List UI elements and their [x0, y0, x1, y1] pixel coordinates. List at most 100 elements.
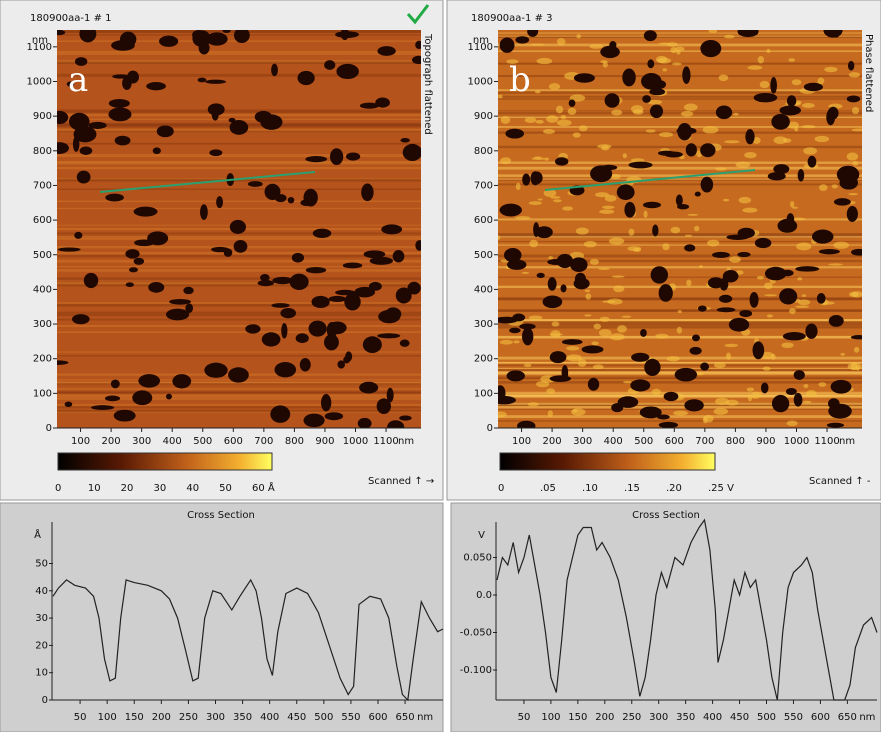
dark-domain	[630, 379, 651, 392]
scan-streak	[498, 259, 862, 263]
bright-spot	[846, 152, 859, 161]
bright-spot	[747, 394, 753, 402]
bright-spot	[747, 65, 763, 70]
dark-domain	[773, 164, 790, 174]
dark-domain	[233, 239, 248, 253]
x-tick-label: 550	[784, 712, 803, 723]
scan-streak	[498, 285, 862, 289]
scanned-label: Scanned ↑ →	[368, 476, 434, 487]
scan-streak	[498, 110, 862, 112]
bright-spot	[548, 83, 561, 90]
scan-streak	[498, 408, 862, 410]
dark-domain	[125, 282, 134, 288]
dark-domain	[624, 201, 636, 218]
dark-domain	[828, 403, 852, 419]
dark-domain	[359, 381, 379, 394]
x-tick-label: 700	[254, 436, 273, 447]
dark-domain	[132, 390, 153, 406]
dark-domain	[74, 231, 83, 239]
bright-spot	[521, 271, 530, 274]
bright-spot	[608, 237, 625, 245]
scan-streak	[57, 73, 421, 77]
bright-spot	[611, 109, 623, 116]
dark-domain	[79, 30, 97, 43]
bright-spot	[602, 300, 616, 303]
bright-spot	[530, 43, 545, 46]
bright-spot	[801, 294, 807, 298]
x-tick-label: 350	[676, 712, 695, 723]
y-tick-label: 1000	[468, 77, 493, 88]
dark-domain	[715, 105, 733, 120]
scan-streak	[57, 254, 421, 258]
dark-domain	[271, 63, 278, 77]
dark-domain	[549, 375, 572, 382]
x-unit: nm	[859, 712, 875, 723]
bright-spot	[794, 125, 799, 132]
dark-domain	[737, 30, 759, 38]
bright-spot	[576, 34, 582, 39]
bright-spot	[537, 198, 543, 201]
dark-domain	[247, 181, 263, 187]
x-tick-label: 1000	[784, 436, 809, 447]
bright-spot	[613, 285, 625, 293]
bright-spot	[498, 235, 501, 241]
bright-spot	[645, 129, 656, 133]
dark-domain	[600, 45, 620, 59]
bright-spot	[773, 136, 788, 145]
dark-domain	[375, 97, 390, 108]
dark-domain	[407, 281, 421, 295]
scan-streak	[498, 161, 862, 164]
dark-domain	[777, 218, 798, 233]
bright-spot	[592, 364, 604, 370]
dark-domain	[387, 420, 405, 428]
bright-spot	[828, 263, 843, 266]
bright-spot	[853, 346, 860, 353]
dark-domain	[542, 295, 563, 309]
dark-domain	[108, 107, 132, 122]
scan-streak	[498, 116, 862, 119]
dark-domain	[793, 392, 803, 407]
x-tick-label: 300	[573, 436, 592, 447]
profile-curve	[52, 578, 444, 702]
dark-domain	[308, 320, 327, 337]
x-tick-label: 900	[756, 436, 775, 447]
dark-domain	[587, 377, 600, 391]
dark-domain	[684, 399, 704, 412]
dark-domain	[303, 188, 318, 207]
bright-spot	[585, 293, 592, 300]
dark-domain	[399, 415, 412, 421]
dark-domain	[57, 360, 69, 365]
x-tick-label: 600	[665, 436, 684, 447]
scan-streak	[57, 188, 421, 190]
dark-domain	[570, 257, 588, 273]
colorbar-label: 20	[121, 483, 134, 494]
bright-spot	[766, 48, 771, 53]
scan-streak	[498, 402, 862, 406]
dark-domain	[66, 81, 75, 87]
bright-spot	[670, 46, 677, 54]
bright-spot	[622, 153, 628, 159]
dark-domain	[412, 55, 421, 65]
dark-domain	[342, 262, 363, 269]
dark-domain	[536, 272, 545, 279]
bright-spot	[713, 362, 726, 369]
dark-domain	[57, 110, 69, 125]
dark-domain	[272, 276, 294, 285]
dark-domain	[357, 417, 372, 428]
dark-domain	[547, 277, 557, 291]
scan-streak	[57, 283, 421, 287]
dark-domain	[779, 105, 802, 116]
y-unit: nm	[473, 35, 489, 46]
dark-domain	[639, 406, 662, 419]
dark-domain	[754, 237, 772, 249]
x-tick-label: 550	[341, 712, 360, 723]
scan-streak	[498, 174, 862, 177]
dark-domain	[771, 394, 790, 413]
bright-spot	[658, 132, 674, 138]
panel-letter: a	[68, 60, 88, 100]
bright-spot	[764, 282, 773, 290]
dark-domain	[716, 307, 736, 313]
scan-streak	[498, 235, 862, 238]
dark-domain	[312, 228, 332, 239]
x-tick-label: 800	[726, 436, 745, 447]
